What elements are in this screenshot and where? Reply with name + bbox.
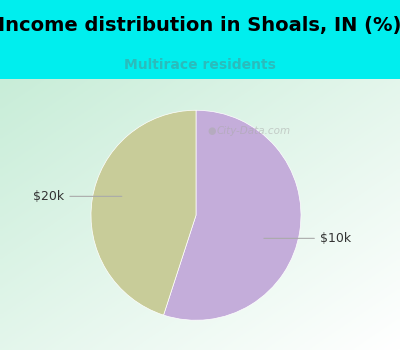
Text: Multirace residents: Multirace residents (124, 57, 276, 72)
Text: Income distribution in Shoals, IN (%): Income distribution in Shoals, IN (%) (0, 16, 400, 35)
Wedge shape (91, 110, 196, 315)
Text: ●: ● (208, 126, 216, 136)
Text: $20k: $20k (33, 190, 122, 203)
Wedge shape (164, 110, 301, 320)
Text: City-Data.com: City-Data.com (217, 126, 291, 136)
Text: $10k: $10k (264, 232, 351, 245)
